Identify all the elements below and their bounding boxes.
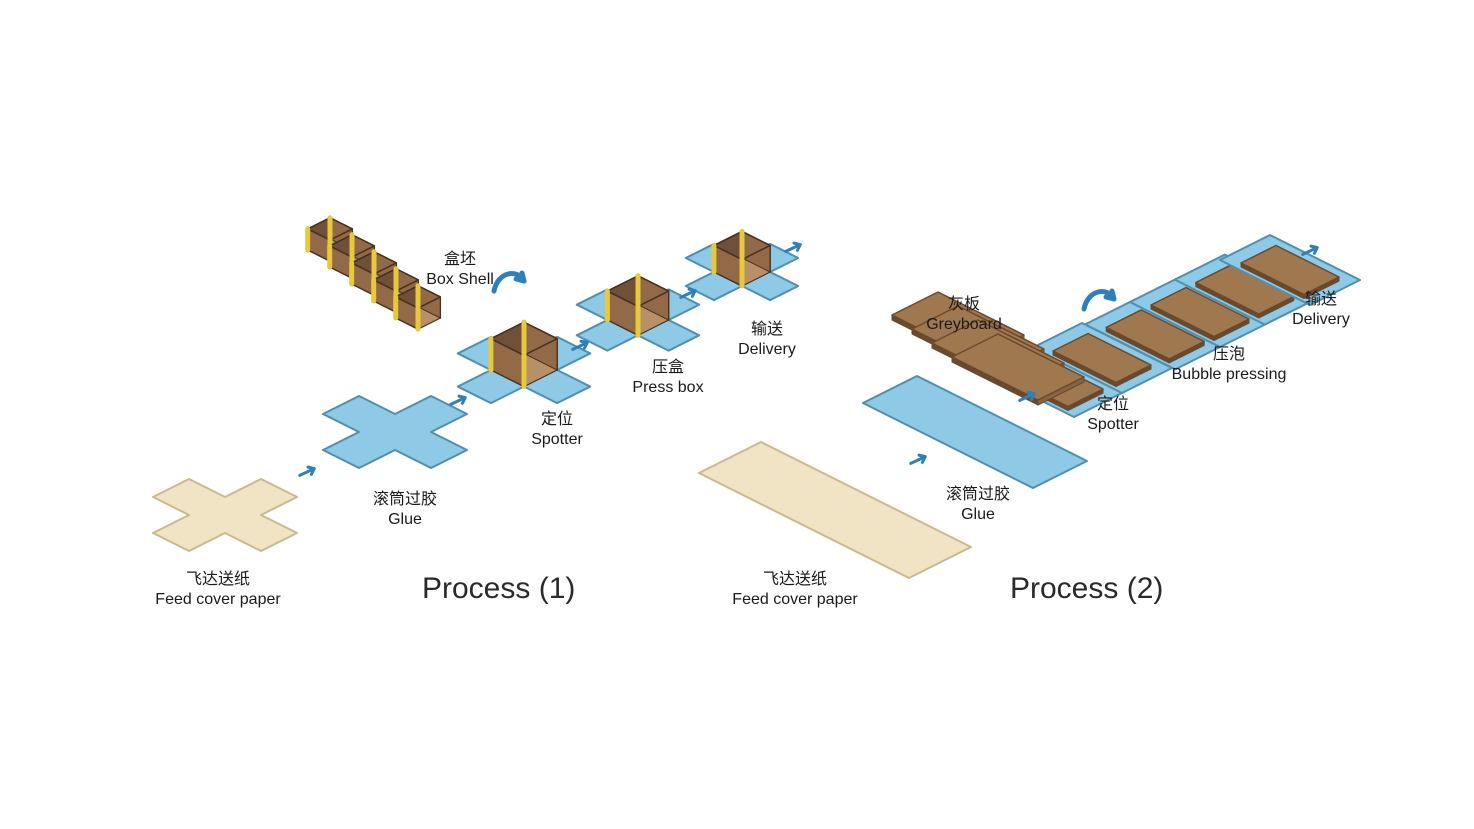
label-p1-press: 压盒Press box [568,358,768,398]
label-p1-boxshell: 盒坯Box Shell [360,250,560,290]
label-p1-delivery: 输送Delivery [667,320,867,360]
label-p2-delivery: 输送Delivery [1221,290,1421,330]
diagram-root: { "canvas":{"w":1474,"h":829,"bg":"#ffff… [0,0,1474,829]
label-p1-spotter: 定位Spotter [457,410,657,450]
title-process-2: Process (2) [1010,572,1163,606]
label-p2-grey: 灰板Greyboard [864,295,1064,335]
label-p2-glue: 滚筒过胶Glue [878,485,1078,525]
label-p2-feed: 飞达送纸Feed cover paper [695,570,895,610]
label-p1-glue: 滚筒过胶Glue [305,490,505,530]
title-process-1: Process (1) [422,572,575,606]
label-p2-spotter: 定位Spotter [1013,395,1213,435]
label-p1-feed: 飞达送纸Feed cover paper [118,570,318,610]
diagram-svg [0,0,1474,829]
label-p2-bubble: 压泡Bubble pressing [1129,345,1329,385]
